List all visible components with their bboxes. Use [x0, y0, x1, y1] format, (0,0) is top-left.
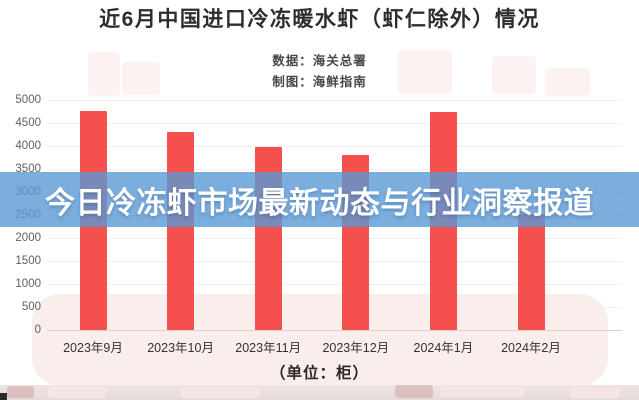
y-gridline: [47, 306, 622, 308]
bottom-strip: [0, 385, 639, 400]
y-gridline: [47, 99, 622, 101]
x-axis-category-label: 2023年9月: [63, 341, 123, 355]
bar-2023年10月: [167, 131, 195, 330]
bar-2024年2月: [517, 213, 545, 330]
y-gridline: [47, 145, 622, 147]
y-axis-tick-label: 4500: [15, 117, 41, 129]
y-gridline: [47, 283, 622, 285]
y-axis-tick-label: 4000: [15, 140, 41, 152]
x-axis-category-label: 2024年1月: [413, 341, 474, 355]
watermark-blob: [492, 56, 536, 94]
watermark-blob: [395, 385, 433, 398]
watermark-blob: [48, 387, 106, 398]
x-axis-category-label: 2023年11月: [235, 341, 302, 355]
x-axis-unit-label: （单位：柜）: [269, 365, 369, 382]
y-gridline: [47, 237, 622, 239]
watermark-blob: [7, 386, 34, 398]
chart-footer-panel: [32, 294, 608, 386]
watermark-blob: [122, 62, 160, 95]
chart-title: 近6月中国进口冷冻暖水虾（虾仁除外）情况: [99, 8, 540, 31]
y-axis-tick-label: 5000: [15, 94, 41, 106]
chart-credit-line: 制图：海鲜指南: [272, 75, 367, 89]
y-gridline: [47, 260, 622, 262]
watermark-blob: [545, 68, 590, 96]
image-artifact: [0, 393, 7, 400]
y-axis-tick-label: 500: [21, 301, 41, 313]
x-axis-category-label: 2024年2月: [501, 341, 561, 355]
headline-text: 今日冷冻虾市场最新动态与行业洞察报道: [45, 186, 594, 220]
x-axis-line: [47, 330, 622, 331]
data-source-line: 数据：海关总署: [272, 54, 367, 68]
y-axis-tick-label: 1500: [15, 255, 41, 267]
y-axis-tick-label: 1000: [15, 278, 41, 290]
y-gridline: [47, 168, 622, 170]
watermark-blob: [180, 388, 260, 398]
watermark-blob: [440, 387, 525, 397]
y-axis-tick-label: 0: [34, 324, 41, 336]
watermark-blob: [398, 50, 452, 94]
y-gridline: [47, 122, 622, 124]
x-axis-category-label: 2023年12月: [322, 341, 390, 355]
x-axis-category-label: 2023年10月: [147, 341, 214, 355]
y-axis-tick-label: 2000: [15, 232, 41, 244]
watermark-blob: [570, 388, 620, 398]
headline-banner: 今日冷冻虾市场最新动态与行业洞察报道: [0, 172, 639, 227]
watermark-blob: [88, 52, 120, 96]
